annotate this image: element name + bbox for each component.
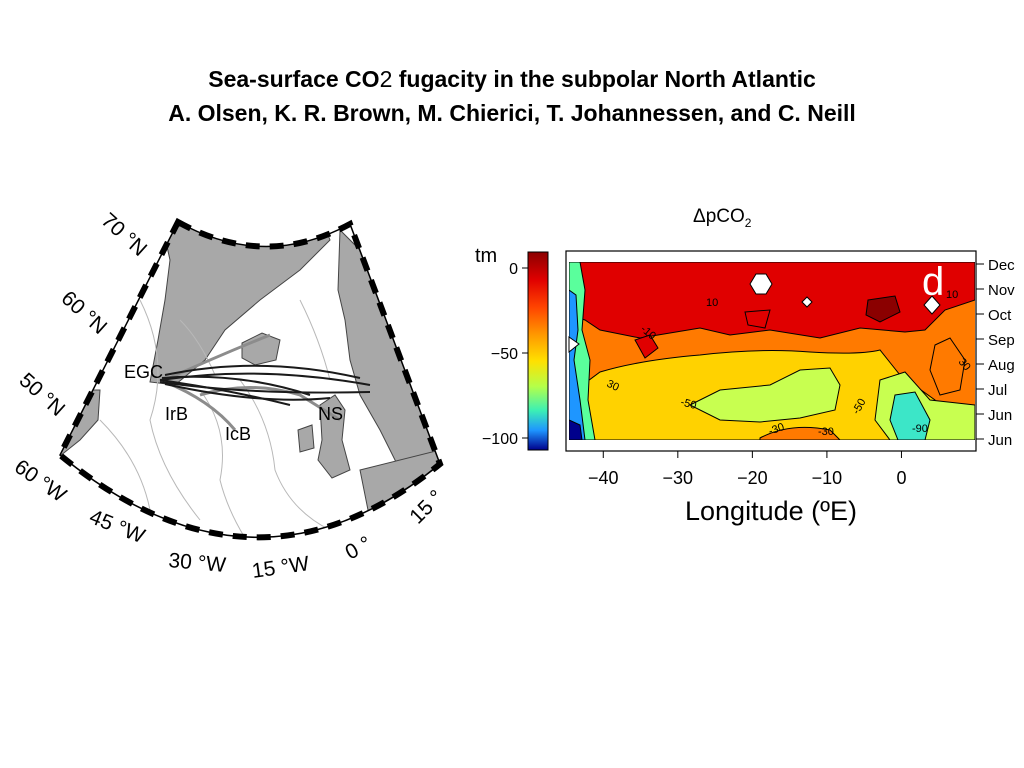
- british-isles-landmass: [317, 394, 351, 479]
- missing-data-marker: [801, 296, 813, 308]
- region-label-egc: EGC: [124, 362, 163, 382]
- x-axis: −40 −30 −20 −10 0: [588, 451, 906, 488]
- month-label: Oct: [988, 307, 1012, 324]
- slide-title-authors: A. Olsen, K. R. Brown, M. Chierici, T. J…: [168, 100, 856, 126]
- contour-label: -50: [679, 396, 697, 412]
- ireland-landmass: [297, 424, 315, 453]
- x-tick-label: −20: [737, 468, 768, 488]
- contour-label: -30: [767, 421, 786, 438]
- colorbar-tick-label: −50: [491, 346, 518, 363]
- contour-label: 10: [946, 289, 958, 301]
- region-label-irb: IrB: [165, 404, 188, 424]
- panel-letter: d: [922, 260, 944, 304]
- contour-label: -30: [818, 426, 834, 438]
- slide-title-line1: Sea-surface CO2 fugacity in the subpolar…: [208, 66, 816, 92]
- missing-data-marker: [923, 295, 941, 315]
- month-label: Nov: [988, 282, 1015, 299]
- track-lines-black: [159, 364, 371, 406]
- contour-green-region: [688, 367, 841, 423]
- contour-left-navy: [569, 419, 583, 440]
- month-label: Sep: [988, 332, 1015, 349]
- missing-data-marker: [749, 273, 773, 295]
- contour-label: 30: [605, 378, 621, 394]
- plot-title: ΔpCO2: [693, 206, 752, 230]
- colorbar-tick-label: 0: [509, 261, 518, 278]
- contour-red-region: [569, 262, 975, 339]
- colorbar-unit: tm: [475, 245, 497, 267]
- contour-label: -90: [912, 423, 928, 435]
- x-tick-label: 0: [896, 468, 906, 488]
- contour-orange-blob: [759, 426, 841, 440]
- greenland-landmass: [149, 222, 331, 386]
- region-label-icb: IcB: [225, 424, 251, 444]
- plot-frame: [565, 250, 977, 452]
- region-label-ns: NS: [318, 404, 343, 424]
- month-label: Aug: [988, 357, 1015, 374]
- contour-darkred-patch: [865, 295, 901, 323]
- contour-right-orange: [929, 337, 966, 396]
- month-label: Jun: [988, 432, 1012, 449]
- contour-fills: [569, 262, 975, 440]
- missing-data-marker: [568, 336, 580, 354]
- contour-small-red-2: [744, 309, 771, 329]
- lon-label-30w: 30 °W: [168, 549, 227, 577]
- x-axis-label: Longitude (ºE): [685, 496, 857, 526]
- x-tick-label: −40: [588, 468, 619, 488]
- colorbar-tick-label: −100: [482, 431, 518, 448]
- month-label: Jul: [988, 382, 1007, 399]
- contour-left-blue: [569, 289, 586, 440]
- x-tick-label: −30: [663, 468, 694, 488]
- contour-label: 10: [706, 297, 718, 309]
- month-axis: Dec Nov Oct Sep Aug Jul Jun Jun: [976, 257, 1015, 449]
- colorbar: [527, 251, 549, 451]
- x-tick-label: −10: [812, 468, 843, 488]
- month-label: Dec: [988, 257, 1015, 274]
- month-label: Jun: [988, 407, 1012, 424]
- contour-small-red: [634, 334, 659, 359]
- contour-lightblue-patch: [889, 391, 931, 440]
